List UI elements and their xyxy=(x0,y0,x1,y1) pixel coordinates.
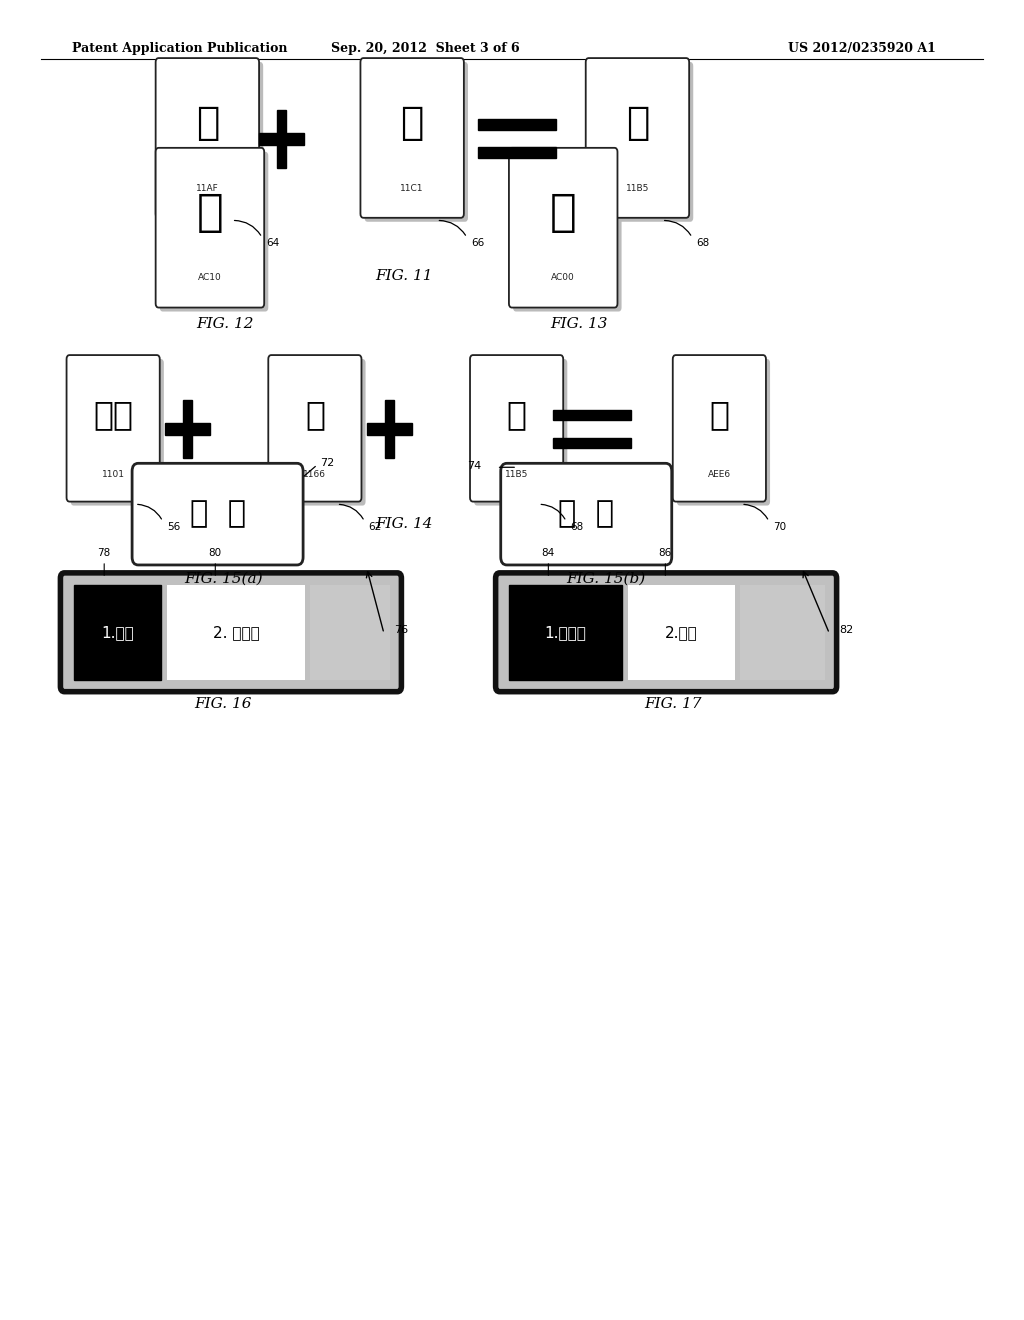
FancyBboxPatch shape xyxy=(272,359,366,506)
Text: 82: 82 xyxy=(840,624,854,635)
Text: 평: 평 xyxy=(400,104,424,141)
Text: 68: 68 xyxy=(570,521,584,532)
Text: 80: 80 xyxy=(209,548,222,558)
Bar xyxy=(167,585,305,680)
Bar xyxy=(259,132,304,144)
Text: 1.일글: 1.일글 xyxy=(101,624,133,640)
Bar xyxy=(74,585,161,680)
FancyBboxPatch shape xyxy=(365,62,468,222)
Text: ᆨᆨ: ᆨᆨ xyxy=(93,399,133,430)
Text: 1.ᆨᆨㄷ: 1.ᆨᆨㄷ xyxy=(545,624,586,640)
Text: 84: 84 xyxy=(542,548,555,558)
Text: FIG. 15(a): FIG. 15(a) xyxy=(184,572,262,586)
Text: AC10: AC10 xyxy=(198,273,222,282)
FancyBboxPatch shape xyxy=(71,359,164,506)
Text: 70: 70 xyxy=(773,521,786,532)
Text: ᆨ  ᅡ: ᆨ ᅡ xyxy=(189,500,246,528)
Text: FIG. 17: FIG. 17 xyxy=(644,697,701,711)
Text: 64: 64 xyxy=(266,238,280,248)
Text: US 2012/0235920 A1: US 2012/0235920 A1 xyxy=(788,42,936,54)
FancyBboxPatch shape xyxy=(590,62,693,222)
Text: AEE6: AEE6 xyxy=(708,470,731,479)
FancyBboxPatch shape xyxy=(496,573,837,692)
Text: 78: 78 xyxy=(97,548,111,558)
FancyBboxPatch shape xyxy=(501,463,672,565)
Text: 감: 감 xyxy=(197,191,223,234)
Text: 11B5: 11B5 xyxy=(626,183,649,193)
Text: 껦: 껦 xyxy=(710,399,729,430)
Text: 11C1: 11C1 xyxy=(400,183,424,193)
Text: 86: 86 xyxy=(658,548,672,558)
FancyBboxPatch shape xyxy=(470,355,563,502)
FancyBboxPatch shape xyxy=(586,58,689,218)
Text: AC00: AC00 xyxy=(551,273,575,282)
FancyBboxPatch shape xyxy=(677,359,770,506)
Text: 66: 66 xyxy=(471,238,484,248)
Text: Patent Application Publication: Patent Application Publication xyxy=(72,42,287,54)
FancyBboxPatch shape xyxy=(160,62,263,222)
Text: 펤: 펤 xyxy=(507,399,526,430)
Text: 62: 62 xyxy=(369,521,382,532)
FancyBboxPatch shape xyxy=(67,355,160,502)
Text: 76: 76 xyxy=(394,624,409,635)
Text: FIG. 12: FIG. 12 xyxy=(197,317,254,331)
FancyBboxPatch shape xyxy=(513,152,622,312)
FancyBboxPatch shape xyxy=(360,58,464,218)
Text: ᅧ: ᅧ xyxy=(305,399,325,430)
Text: Sep. 20, 2012  Sheet 3 of 6: Sep. 20, 2012 Sheet 3 of 6 xyxy=(331,42,519,54)
Text: ㄹ: ㄹ xyxy=(196,104,219,141)
Bar xyxy=(478,120,556,131)
Text: 2.일글: 2.일글 xyxy=(666,624,697,640)
FancyBboxPatch shape xyxy=(156,58,259,218)
Bar xyxy=(740,585,825,680)
Text: 1166: 1166 xyxy=(303,470,327,479)
Text: 68: 68 xyxy=(696,238,710,248)
Bar xyxy=(553,409,631,420)
Text: 펤: 펤 xyxy=(626,104,649,141)
Bar xyxy=(478,148,556,158)
FancyBboxPatch shape xyxy=(60,573,401,692)
Bar xyxy=(509,585,622,680)
Text: 56: 56 xyxy=(167,521,180,532)
Bar xyxy=(628,585,735,680)
Bar xyxy=(182,400,193,458)
FancyBboxPatch shape xyxy=(509,148,617,308)
Text: 74: 74 xyxy=(467,461,481,471)
Text: 11B5: 11B5 xyxy=(505,470,528,479)
Bar xyxy=(276,110,287,168)
FancyBboxPatch shape xyxy=(268,355,361,502)
FancyBboxPatch shape xyxy=(156,148,264,308)
Text: FIG. 11: FIG. 11 xyxy=(376,269,433,284)
Text: 1101: 1101 xyxy=(101,470,125,479)
Text: 72: 72 xyxy=(321,458,335,469)
FancyBboxPatch shape xyxy=(132,463,303,565)
Text: FIG. 15(b): FIG. 15(b) xyxy=(566,572,646,586)
Text: FIG. 16: FIG. 16 xyxy=(195,697,252,711)
Bar xyxy=(367,422,412,434)
FancyBboxPatch shape xyxy=(673,355,766,502)
FancyBboxPatch shape xyxy=(160,152,268,312)
Bar xyxy=(310,585,390,680)
Text: 가: 가 xyxy=(550,191,577,234)
FancyBboxPatch shape xyxy=(474,359,567,506)
Text: FIG. 14: FIG. 14 xyxy=(376,517,433,532)
Text: 11AF: 11AF xyxy=(196,183,219,193)
Text: ㄷ  ᅡ: ㄷ ᅡ xyxy=(558,500,614,528)
Bar xyxy=(385,400,393,458)
Text: FIG. 13: FIG. 13 xyxy=(550,317,607,331)
Bar xyxy=(165,422,210,434)
Bar xyxy=(553,437,631,447)
Text: 2. ᆨᆨㄷ: 2. ᆨᆨㄷ xyxy=(213,624,259,640)
